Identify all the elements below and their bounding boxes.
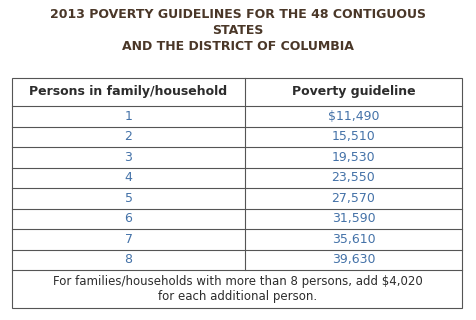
Text: 23,550: 23,550 <box>332 171 376 184</box>
Text: STATES: STATES <box>212 24 264 37</box>
Text: For families/households with more than 8 persons, add $4,020
for each additional: For families/households with more than 8… <box>53 275 423 303</box>
Text: Persons in family/household: Persons in family/household <box>30 85 228 99</box>
Text: 35,610: 35,610 <box>332 233 375 246</box>
Text: 31,590: 31,590 <box>332 212 375 225</box>
Bar <box>12 78 462 308</box>
Text: Poverty guideline: Poverty guideline <box>292 85 416 99</box>
Text: 27,570: 27,570 <box>332 192 376 205</box>
Text: 1: 1 <box>125 110 132 123</box>
Text: 3: 3 <box>125 151 132 164</box>
Text: 4: 4 <box>125 171 132 184</box>
Text: 15,510: 15,510 <box>332 130 376 143</box>
Text: 7: 7 <box>125 233 132 246</box>
Text: 5: 5 <box>125 192 132 205</box>
Text: 2013 POVERTY GUIDELINES FOR THE 48 CONTIGUOUS: 2013 POVERTY GUIDELINES FOR THE 48 CONTI… <box>50 8 426 21</box>
Text: $11,490: $11,490 <box>328 110 379 123</box>
Text: AND THE DISTRICT OF COLUMBIA: AND THE DISTRICT OF COLUMBIA <box>122 40 354 53</box>
Text: 19,530: 19,530 <box>332 151 375 164</box>
Text: 8: 8 <box>125 253 132 266</box>
Text: 39,630: 39,630 <box>332 253 375 266</box>
Text: 2: 2 <box>125 130 132 143</box>
Text: 6: 6 <box>125 212 132 225</box>
